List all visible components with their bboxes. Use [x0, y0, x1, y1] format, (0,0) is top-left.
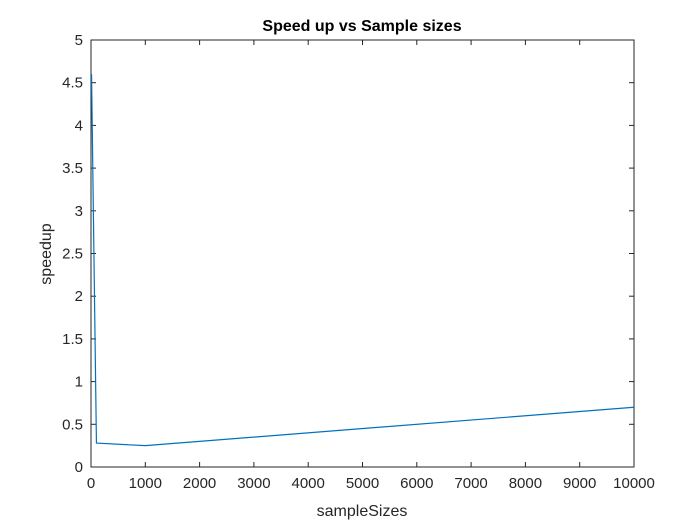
x-tick-label: 2000 [183, 475, 216, 492]
y-tick-label: 1 [75, 374, 83, 391]
y-tick-label: 0.5 [62, 416, 83, 433]
x-tick-label: 6000 [400, 475, 433, 492]
x-axis: 0 1000 2000 3000 4000 5000 6000 7000 8000 9000 100… [87, 40, 655, 492]
y-tick-label: 1.5 [62, 331, 83, 348]
x-tick-label: 0 [87, 475, 95, 492]
plot-frame [90, 39, 635, 468]
y-tick-label: 4.5 [62, 75, 83, 92]
series-line [90, 74, 635, 447]
x-tick-label: 5000 [346, 475, 379, 492]
x-tick-label: 8000 [509, 475, 542, 492]
x-tick-label: 1000 [129, 475, 162, 492]
y-tick-label: 3.5 [62, 160, 83, 177]
y-tick-label: 5 [75, 32, 83, 49]
x-tick-label: 3000 [237, 475, 270, 492]
x-tick-label: 7000 [454, 475, 487, 492]
plot-area [90, 39, 635, 468]
y-tick-label: 4 [75, 117, 83, 134]
y-axis-label: speedup [38, 223, 55, 284]
chart-title: Speed up vs Sample sizes [262, 18, 461, 35]
y-axis: 0 0.5 1 1.5 2 2.5 3 3.5 4 4.5 5 [62, 32, 634, 476]
x-tick-label: 4000 [292, 475, 325, 492]
series-layer [90, 74, 635, 447]
x-tick-label: 9000 [563, 475, 596, 492]
x-tick-label: 10000 [613, 475, 655, 492]
x-axis-label: sampleSizes [317, 503, 408, 520]
y-tick-label: 0 [75, 459, 83, 476]
y-tick-label: 3 [75, 203, 83, 220]
y-tick-label: 2.5 [62, 246, 83, 263]
y-tick-label: 2 [75, 288, 83, 305]
